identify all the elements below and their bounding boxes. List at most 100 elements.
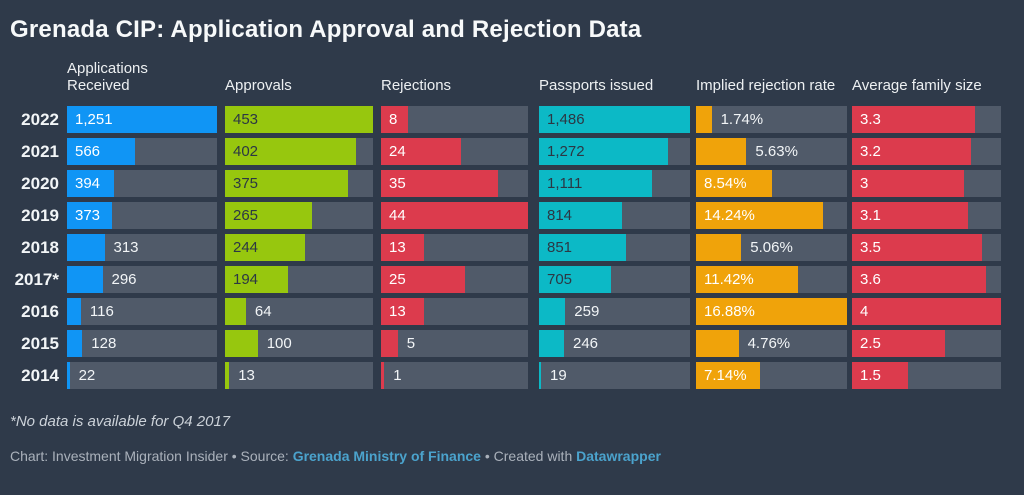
cell-implied-rejection-rate: 5.06%	[696, 234, 847, 261]
cell-rejections: 13	[381, 234, 528, 261]
value-bar	[539, 234, 626, 261]
value-bar	[696, 170, 773, 197]
bar-value-label: 244	[233, 239, 259, 256]
cell-average-family-size: 3.2	[852, 138, 1001, 165]
value-bar	[696, 330, 739, 357]
bar-track: 1.74%	[696, 106, 847, 133]
value-bar	[225, 170, 348, 197]
value-bar	[67, 170, 115, 197]
value-bar	[381, 234, 425, 261]
bar-value-label: 402	[233, 143, 259, 160]
column-header-passports-issued: Passports issued	[539, 77, 690, 94]
bar-track: 13	[381, 234, 528, 261]
cell-passports-issued: 1,486	[539, 106, 690, 133]
value-bar	[539, 298, 566, 325]
value-bar	[225, 234, 305, 261]
value-bar	[381, 170, 498, 197]
table-row: 2019 373 265 44 814 14.24% 3.1	[8, 202, 1016, 229]
year-label: 2021	[21, 142, 59, 161]
bar-track: 375	[225, 170, 373, 197]
bar-track: 3.1	[852, 202, 1001, 229]
year-label: 2020	[21, 174, 59, 193]
value-bar	[67, 266, 103, 293]
value-bar	[67, 234, 105, 261]
bar-track: 4	[852, 298, 1001, 325]
value-bar	[225, 298, 246, 325]
cell-implied-rejection-rate: 5.63%	[696, 138, 847, 165]
value-bar	[696, 266, 799, 293]
bar-value-label: 1,272	[547, 143, 585, 160]
value-bar	[225, 362, 230, 389]
bar-track: 8	[381, 106, 528, 133]
cell-rejections: 8	[381, 106, 528, 133]
bar-track: 16.88%	[696, 298, 847, 325]
cell-implied-rejection-rate: 11.42%	[696, 266, 847, 293]
value-bar	[67, 362, 70, 389]
cell-rejections: 5	[381, 330, 528, 357]
bar-track: 13	[225, 362, 373, 389]
cell-applications-received: 566	[67, 138, 217, 165]
bar-value-label: 705	[547, 271, 573, 288]
chart-title: Grenada CIP: Application Approval and Re…	[10, 16, 642, 43]
datawrapper-link[interactable]: Datawrapper	[576, 448, 661, 464]
bar-track: 44	[381, 202, 528, 229]
bar-value-label: 246	[573, 335, 599, 352]
cell-rejections: 44	[381, 202, 528, 229]
cell-average-family-size: 4	[852, 298, 1001, 325]
bar-value-label: 11.42%	[704, 271, 754, 288]
table-row: 2022 1,251 453 8 1,486 1.74% 3.3	[8, 106, 1016, 133]
bar-value-label: 5	[406, 335, 416, 352]
cell-passports-issued: 246	[539, 330, 690, 357]
cell-average-family-size: 3.5	[852, 234, 1001, 261]
bar-track: 296	[67, 266, 217, 293]
cell-applications-received: 128	[67, 330, 217, 357]
bar-track: 1,251	[67, 106, 217, 133]
cell-approvals: 64	[225, 298, 373, 325]
bar-track: 3	[852, 170, 1001, 197]
value-bar	[225, 106, 373, 133]
bar-value-label: 7.14%	[704, 367, 747, 384]
column-header-label: Applications Received	[67, 60, 148, 94]
cell-applications-received: 373	[67, 202, 217, 229]
cell-applications-received: 22	[67, 362, 217, 389]
cell-approvals: 453	[225, 106, 373, 133]
bar-value-label: 8	[389, 111, 398, 128]
bar-value-label: 128	[91, 335, 117, 352]
bar-track: 11.42%	[696, 266, 847, 293]
bar-track: 402	[225, 138, 373, 165]
bar-table-rows: 2022 1,251 453 8 1,486 1.74% 3.3 2021 566 402 24 1,…	[8, 106, 1016, 389]
cell-approvals: 244	[225, 234, 373, 261]
table-row: 2020 394 375 35 1,111 8.54% 3	[8, 170, 1016, 197]
value-bar	[539, 138, 669, 165]
column-header-rejections: Rejections	[381, 77, 528, 94]
cell-average-family-size: 2.5	[852, 330, 1001, 357]
bar-value-label: 814	[547, 207, 573, 224]
cell-rejections: 1	[381, 362, 528, 389]
bar-track: 64	[225, 298, 373, 325]
bar-track: 25	[381, 266, 528, 293]
byline-prefix: Chart: Investment Migration Insider • So…	[10, 448, 293, 464]
value-bar	[852, 330, 946, 357]
bar-track: 373	[67, 202, 217, 229]
bar-value-label: 4	[860, 303, 869, 320]
cell-passports-issued: 19	[539, 362, 690, 389]
bar-value-label: 313	[113, 239, 139, 256]
value-bar	[381, 362, 385, 389]
source-link[interactable]: Grenada Ministry of Finance	[292, 448, 481, 464]
value-bar	[852, 298, 1001, 325]
cell-passports-issued: 814	[539, 202, 690, 229]
value-bar	[67, 330, 83, 357]
bar-track: 8.54%	[696, 170, 847, 197]
value-bar	[852, 234, 983, 261]
value-bar	[539, 266, 611, 293]
cell-implied-rejection-rate: 14.24%	[696, 202, 847, 229]
cell-average-family-size: 1.5	[852, 362, 1001, 389]
bar-value-label: 13	[389, 303, 406, 320]
bar-track: 259	[539, 298, 690, 325]
bar-value-label: 566	[75, 143, 101, 160]
bar-value-label: 3	[860, 175, 869, 192]
column-header-label: Approvals	[225, 77, 292, 94]
bar-value-label: 394	[75, 175, 101, 192]
cell-passports-issued: 259	[539, 298, 690, 325]
